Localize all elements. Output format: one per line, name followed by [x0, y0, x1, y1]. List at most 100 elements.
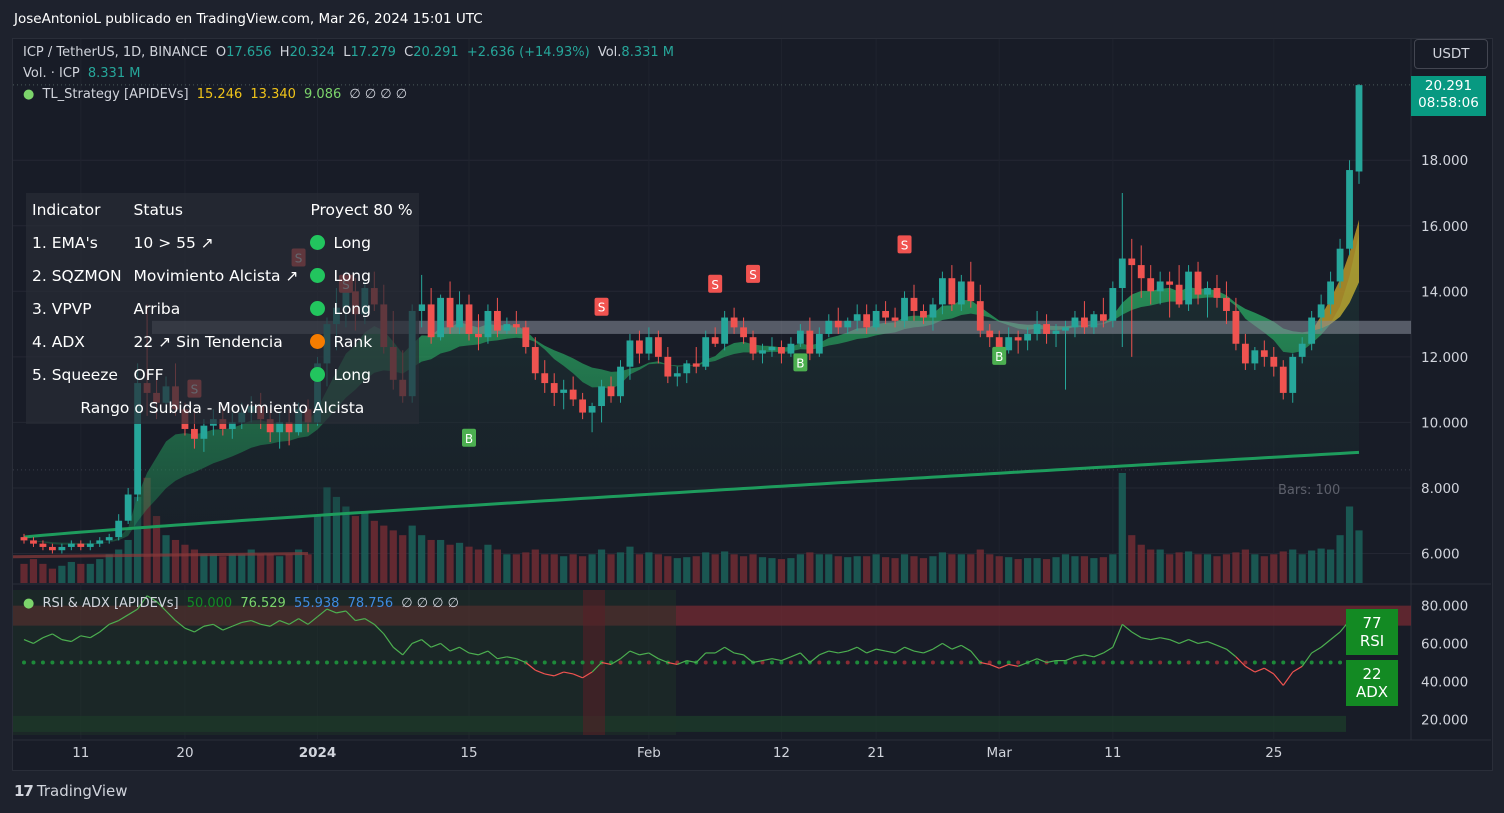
candle	[1043, 314, 1050, 344]
candle-body	[796, 330, 804, 344]
rsi-line-segment	[1036, 658, 1047, 664]
volume-bar	[200, 554, 208, 583]
rsi-line-segment	[866, 648, 877, 654]
currency-button[interactable]: USDT	[1414, 39, 1488, 69]
volume-bar	[427, 539, 435, 583]
rsi-line-segment	[743, 654, 754, 663]
candle	[957, 274, 965, 311]
rsi-line-segment	[790, 652, 801, 658]
buy-signal-letter: B	[796, 356, 804, 370]
candle-body	[938, 278, 946, 305]
rsi-line-segment	[459, 646, 470, 654]
candle	[48, 543, 56, 554]
rsi-value-4: 78.756	[347, 596, 394, 611]
strategy-legend[interactable]: ● TL_Strategy [APIDEVs] 15.246 13.340 9.…	[23, 87, 411, 102]
volume-bar	[588, 554, 596, 583]
rsi-midline-dot	[50, 660, 55, 665]
candle	[664, 347, 672, 384]
rsi-midline-dot	[845, 660, 850, 665]
rsi-midline-dot	[1309, 660, 1314, 665]
rsi-midline-dot	[1110, 660, 1115, 665]
sell-signal: S	[746, 264, 761, 283]
candle	[891, 307, 899, 328]
rsi-midline-dot	[1186, 660, 1191, 665]
rsi-line-segment	[752, 660, 763, 664]
rsi-midline-dot	[1139, 660, 1144, 665]
volume-bar	[1128, 535, 1136, 583]
candle	[1317, 294, 1325, 331]
volume-bar	[48, 568, 57, 583]
rsi-midline-dot	[1214, 660, 1219, 665]
volume-bar	[238, 554, 246, 583]
candle	[1137, 245, 1145, 298]
rsi-line-segment	[279, 619, 290, 625]
volume-bar	[124, 539, 132, 583]
volume-bar	[654, 554, 662, 583]
candle	[579, 392, 587, 420]
volume-bar	[1317, 548, 1325, 583]
candle	[882, 301, 890, 325]
price-tick-label: 12.000	[1421, 350, 1468, 366]
rsi-midline-dot	[912, 660, 916, 665]
volume-bar	[152, 516, 161, 583]
rsi-line-segment	[478, 650, 489, 656]
rsi-line-segment	[516, 658, 527, 664]
rsi-midline-dot	[874, 660, 879, 665]
volume-bar	[929, 556, 937, 583]
rsi-midline-dot	[1082, 660, 1087, 665]
volume-bar	[266, 554, 274, 583]
candle-body	[929, 304, 937, 318]
candle	[1185, 265, 1192, 311]
candle	[844, 317, 852, 334]
rsi-midline-dot	[334, 660, 339, 665]
candle-body	[200, 425, 208, 439]
tradingview-logo[interactable]: 17 TradingView	[14, 782, 128, 800]
indicator-status: 10 > 55 ↗	[127, 226, 305, 259]
rsi-legend[interactable]: ● RSI & ADX [APIDEVs] 50.000 76.529 55.9…	[23, 596, 463, 611]
candle	[1327, 271, 1335, 315]
candle	[20, 533, 28, 544]
rsi-line-segment	[819, 650, 830, 656]
rsi-line-segment	[894, 646, 905, 654]
candle-body	[711, 337, 719, 344]
rsi-line-segment	[430, 642, 441, 648]
rsi-line-segment	[402, 643, 413, 656]
rsi-midline-dot	[732, 660, 737, 665]
candle-body	[418, 304, 426, 311]
last-price: 20.291	[1424, 78, 1473, 94]
rsi-midline-dot	[476, 660, 481, 665]
rsi-midline-dot	[864, 660, 869, 665]
strategy-value-2: 13.340	[250, 87, 296, 102]
candle-body	[721, 317, 729, 344]
adx-badge-value: 22	[1362, 665, 1382, 683]
candle	[1081, 301, 1088, 334]
signal-dot-icon	[310, 267, 326, 283]
volume-legend: Vol. · ICP 8.331 M	[23, 66, 144, 81]
rsi-midline-dot	[1006, 660, 1011, 665]
volume-bar	[768, 558, 776, 583]
volume-bar	[995, 556, 1003, 583]
candle-body	[522, 327, 530, 348]
candle	[730, 307, 738, 334]
rsi-line-segment	[213, 623, 224, 631]
candle	[740, 317, 747, 344]
rsi-line-segment	[1008, 663, 1019, 667]
volume-bar	[550, 554, 558, 583]
candle	[759, 343, 766, 364]
time-tick-label: 11	[1104, 745, 1121, 761]
vol-line-label: Vol. · ICP	[23, 66, 80, 81]
rsi-line-segment	[904, 646, 915, 652]
rsi-line-segment	[1254, 667, 1265, 673]
candle-body	[1336, 248, 1344, 282]
candle	[512, 310, 520, 334]
buy-signal-letter: B	[995, 350, 1003, 364]
volume-bar	[787, 558, 795, 583]
rsi-midline-dot	[949, 660, 954, 665]
candle-body	[1137, 265, 1145, 279]
volume-bar	[96, 559, 104, 583]
candle	[522, 320, 530, 354]
indicator-status: OFF	[127, 358, 305, 391]
rsi-midline-dot	[713, 660, 718, 665]
time-tick-label: 11	[72, 745, 89, 761]
